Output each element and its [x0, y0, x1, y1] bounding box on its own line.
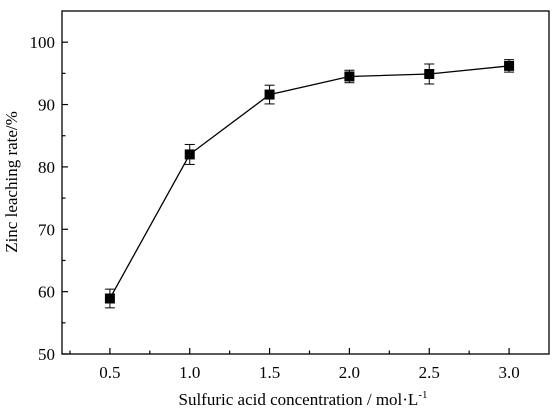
y-axis-title: Zinc leaching rate/%	[2, 111, 21, 253]
data-point	[344, 71, 355, 82]
x-tick-label: 1.0	[179, 363, 200, 382]
x-tick-label: 2.5	[419, 363, 440, 382]
y-axis-ticks: 50 60 70 80 90 100	[30, 33, 68, 364]
data-point	[184, 149, 195, 160]
y-tick-label: 70	[38, 220, 55, 239]
series-line	[109, 65, 510, 299]
y-tick-label: 80	[38, 158, 55, 177]
x-axis-title-superscript: -1	[418, 389, 427, 401]
x-tick-label: 0.5	[99, 363, 120, 382]
data-point	[104, 293, 115, 304]
x-axis-ticks: 0.5 1.0 1.5 2.0 2.5 3.0	[69, 348, 520, 382]
plot-frame	[61, 10, 550, 355]
x-axis-title-main: Sulfuric acid concentration / mol·L	[179, 390, 419, 409]
x-tick-label: 3.0	[498, 363, 519, 382]
data-point	[504, 60, 515, 71]
x-tick-label: 1.5	[259, 363, 280, 382]
y-tick-label: 90	[38, 96, 55, 115]
y-tick-label: 60	[38, 283, 55, 302]
data-point	[424, 68, 435, 79]
x-tick-label: 2.0	[339, 363, 360, 382]
data-series	[104, 59, 515, 309]
data-point	[264, 89, 275, 100]
x-axis-title: Sulfuric acid concentration / mol·L-1	[179, 389, 428, 409]
y-tick-label: 100	[30, 33, 56, 52]
y-tick-label: 50	[38, 345, 55, 364]
